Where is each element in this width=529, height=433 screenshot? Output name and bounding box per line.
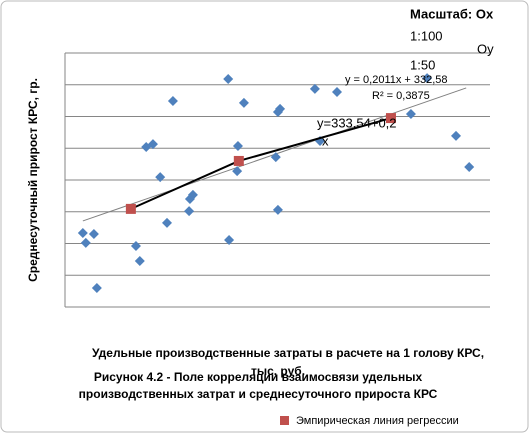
marker-square bbox=[125, 203, 136, 214]
marker-diamond bbox=[405, 108, 416, 119]
caption: производственных затрат и среднесуточног… bbox=[79, 387, 438, 401]
annotation: x bbox=[322, 133, 329, 148]
legend-swatch bbox=[280, 416, 289, 425]
annotation: y=333,54+0,2 bbox=[317, 115, 397, 130]
marker-diamond bbox=[464, 161, 475, 172]
marker-diamond bbox=[223, 74, 234, 85]
annotation: 1:50 bbox=[410, 57, 435, 72]
marker-diamond bbox=[184, 206, 195, 217]
marker-diamond bbox=[238, 97, 249, 108]
marker-diamond bbox=[155, 172, 166, 183]
marker-diamond bbox=[451, 130, 461, 141]
legend-label: Эмпирическая линия регрессии bbox=[296, 415, 459, 427]
marker-diamond bbox=[224, 235, 235, 246]
marker-diamond bbox=[147, 139, 158, 150]
marker-diamond bbox=[167, 95, 178, 106]
annotation: Масштаб: Ох bbox=[410, 6, 494, 21]
marker-diamond bbox=[272, 107, 283, 118]
y-axis-title: Среднесуточный прирост КРС, гр. bbox=[26, 78, 40, 282]
marker-diamond bbox=[232, 166, 243, 177]
marker-diamond bbox=[88, 228, 99, 239]
marker-diamond bbox=[91, 282, 102, 293]
x-axis-title: Удельные производственные затраты в расч… bbox=[92, 346, 484, 360]
annotation: R² = 0,3875 bbox=[372, 90, 430, 102]
marker-diamond bbox=[232, 141, 243, 152]
marker-diamond bbox=[332, 87, 342, 98]
annotation: 1:100 bbox=[410, 28, 443, 43]
marker-diamond bbox=[184, 194, 195, 205]
marker-diamond bbox=[77, 228, 88, 239]
caption: Рисунок 4.2 - Поле корреляции взаимосвяз… bbox=[94, 370, 423, 384]
annotation: y = 0,2011x + 332,58 bbox=[345, 74, 448, 86]
marker-diamond bbox=[130, 241, 141, 252]
marker-square bbox=[233, 155, 244, 166]
marker-diamond bbox=[80, 237, 91, 248]
marker-square bbox=[385, 113, 396, 124]
annotation: Оу bbox=[477, 41, 494, 56]
x-axis-title: тыс. руб. bbox=[251, 364, 305, 378]
marker-diamond bbox=[270, 152, 281, 163]
marker-diamond bbox=[162, 217, 172, 228]
marker-diamond bbox=[422, 73, 433, 84]
marker-diamond bbox=[272, 204, 283, 215]
marker-diamond bbox=[134, 255, 145, 266]
marker-diamond bbox=[309, 83, 320, 94]
